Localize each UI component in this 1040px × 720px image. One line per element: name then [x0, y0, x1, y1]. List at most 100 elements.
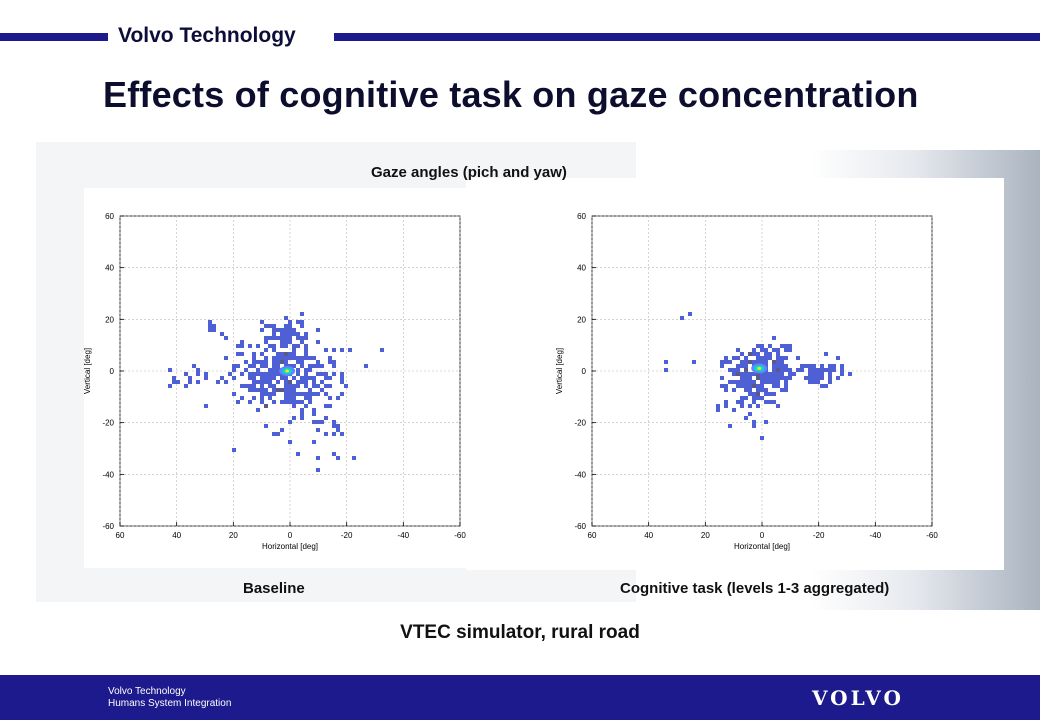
density-cell [300, 312, 304, 316]
density-cell [316, 468, 320, 472]
density-cell [324, 416, 328, 420]
density-cell [248, 376, 252, 380]
density-cell [256, 372, 260, 376]
density-cell [780, 364, 784, 368]
density-cell [332, 364, 336, 368]
density-cell [764, 392, 768, 396]
density-cell [772, 364, 776, 368]
density-cell [268, 344, 272, 348]
density-cell [740, 352, 744, 356]
density-cell [752, 384, 756, 388]
density-cell [312, 408, 316, 412]
density-cell [760, 436, 764, 440]
density-peak-core [285, 369, 290, 373]
x-tick-label: 20 [229, 531, 238, 540]
density-cell [772, 372, 776, 376]
density-cell [300, 356, 304, 360]
density-cell [732, 388, 736, 392]
density-cell [820, 384, 824, 388]
density-cell [332, 372, 336, 376]
density-cell [292, 396, 296, 400]
density-cell [304, 404, 308, 408]
density-cell [760, 344, 764, 348]
density-cell [256, 388, 260, 392]
density-cell [724, 384, 728, 388]
density-cell [760, 380, 764, 384]
density-cell [760, 348, 764, 352]
density-cell [788, 376, 792, 380]
density-cell [284, 344, 288, 348]
density-cell [740, 372, 744, 376]
density-cell [336, 424, 340, 428]
y-tick-label: -60 [574, 522, 586, 531]
density-cell [724, 404, 728, 408]
density-cell [772, 336, 776, 340]
density-cell [748, 384, 752, 388]
y-tick-label: 0 [110, 367, 115, 376]
density-cell [772, 384, 776, 388]
density-cell [316, 456, 320, 460]
density-cell [796, 368, 800, 372]
density-cell [820, 376, 824, 380]
density-cell [252, 384, 256, 388]
density-cell [292, 328, 296, 332]
density-cell [288, 380, 292, 384]
density-cell [756, 396, 760, 400]
density-cell [768, 376, 772, 380]
density-cell [328, 404, 332, 408]
y-tick-label: -40 [574, 470, 586, 479]
density-cell [828, 380, 832, 384]
density-cell [304, 348, 308, 352]
density-cell [772, 376, 776, 380]
density-cell [760, 356, 764, 360]
density-cell [776, 368, 780, 372]
density-cell [272, 372, 276, 376]
density-cell [736, 372, 740, 376]
density-cell [284, 384, 288, 388]
density-cell [264, 340, 268, 344]
density-cell [288, 384, 292, 388]
density-cell [720, 364, 724, 368]
y-tick-label: 20 [105, 315, 114, 324]
density-cell [764, 420, 768, 424]
density-cell [288, 336, 292, 340]
density-cell [328, 384, 332, 388]
density-cell [316, 364, 320, 368]
density-peak-core [757, 366, 762, 370]
density-cell [340, 376, 344, 380]
density-cell [260, 328, 264, 332]
density-cell [272, 328, 276, 332]
density-cell [732, 408, 736, 412]
density-cell [296, 372, 300, 376]
density-cell [276, 356, 280, 360]
density-cell [280, 340, 284, 344]
density-cell [752, 392, 756, 396]
density-cell [284, 340, 288, 344]
density-cell [776, 364, 780, 368]
density-cell [840, 372, 844, 376]
density-cell [688, 312, 692, 316]
density-cell [828, 364, 832, 368]
density-cell [748, 360, 752, 364]
density-cell [288, 392, 292, 396]
density-cell [232, 448, 236, 452]
density-cell [792, 372, 796, 376]
density-cell [300, 376, 304, 380]
density-cell [784, 388, 788, 392]
density-cell [216, 380, 220, 384]
density-cell [292, 404, 296, 408]
density-cell [304, 332, 308, 336]
density-cell [716, 408, 720, 412]
density-cell [308, 364, 312, 368]
density-cell [248, 388, 252, 392]
x-tick-label: -20 [813, 531, 825, 540]
density-cell [776, 348, 780, 352]
density-cell [772, 368, 776, 372]
y-axis-label: Vertical [deg] [83, 348, 92, 394]
density-cell [740, 364, 744, 368]
density-cell [328, 396, 332, 400]
density-cell [296, 384, 300, 388]
density-cell [364, 364, 368, 368]
density-cell [732, 356, 736, 360]
density-cell [312, 392, 316, 396]
